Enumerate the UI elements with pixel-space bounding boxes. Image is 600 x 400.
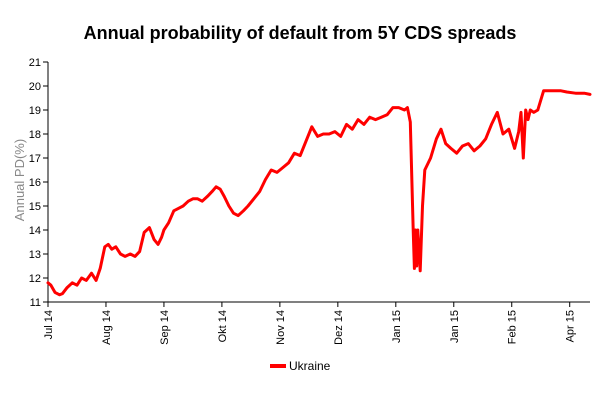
y-tick-label: 18: [29, 129, 41, 141]
y-axis-label: Annual PD(%): [12, 139, 27, 221]
x-tick-label: Jul 14: [43, 310, 55, 339]
x-tick-label: Nov 14: [275, 310, 287, 345]
y-tick-label: 11: [30, 297, 41, 309]
x-axis: Jul 14 Aug 14 Sep 14 Okt 14 Nov 14 Dez 14 Jan …: [43, 301, 590, 345]
legend: Ukraine: [270, 359, 331, 373]
chart-title: Annual probability of default from 5Y CD…: [84, 23, 517, 43]
y-tick-label: 14: [29, 225, 41, 237]
y-tick-label: 20: [29, 81, 41, 93]
x-tick-label: Feb 15: [507, 310, 519, 344]
plot-area: [46, 89, 592, 297]
y-tick-label: 15: [29, 201, 41, 213]
y-tick-label: 19: [29, 105, 41, 117]
y-tick-label: 13: [29, 249, 41, 261]
legend-label-ukraine: Ukraine: [289, 359, 331, 373]
x-tick-label: Sep 14: [159, 310, 171, 345]
x-tick-label: Okt 14: [217, 310, 229, 342]
x-tick-label: Jan 15: [391, 310, 403, 343]
x-tick-label: Apr 15: [565, 310, 577, 342]
y-tick-label: 17: [29, 153, 41, 165]
y-tick-label: 21: [29, 57, 41, 69]
x-tick-label: Jan 15: [449, 310, 461, 343]
y-tick-label: 16: [29, 177, 41, 189]
series-line-ukraine: [46, 89, 592, 297]
y-axis: 11 12 13 14 15 16 17 18 19 20 21: [29, 57, 49, 309]
y-tick-label: 12: [29, 273, 41, 285]
x-tick-label: Aug 14: [101, 310, 113, 345]
x-tick-label: Dez 14: [333, 310, 345, 345]
